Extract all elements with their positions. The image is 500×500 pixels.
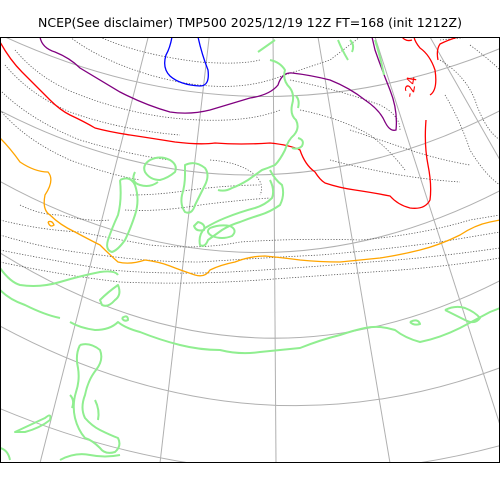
coastlines bbox=[0, 39, 500, 461]
coastline-hudson bbox=[106, 177, 139, 253]
coastline-islands bbox=[193, 221, 236, 239]
coastline-sw bbox=[0, 447, 11, 461]
isotherm-orange bbox=[0, 137, 500, 277]
isotherm-red-north bbox=[436, 37, 459, 61]
isotherm-blue bbox=[164, 37, 209, 87]
latitude-line bbox=[3, 37, 500, 97]
longitude-line bbox=[429, 37, 500, 161]
isotherm-dotted bbox=[439, 59, 500, 141]
isotherm-dotted bbox=[0, 247, 500, 274]
isotherm-dotted bbox=[69, 37, 361, 87]
isotherm-dotted bbox=[0, 109, 141, 181]
coastline-okhotsk bbox=[59, 394, 121, 461]
isotherm-purple bbox=[39, 37, 398, 131]
latitude-line bbox=[0, 408, 500, 463]
isotherm-dotted bbox=[349, 129, 471, 166]
longitude-line bbox=[317, 37, 391, 463]
longitude-line bbox=[272, 37, 277, 463]
isotherm-dotted bbox=[129, 184, 261, 196]
isotherm-dotted bbox=[289, 79, 401, 131]
isotherm-dotted bbox=[0, 214, 500, 248]
coastline-labrador bbox=[180, 162, 209, 214]
coastline-alaska-south bbox=[99, 284, 121, 307]
coastline-taymyr bbox=[444, 305, 481, 324]
isotherm-dotted bbox=[329, 159, 461, 183]
isotherm-orange-fragment bbox=[47, 220, 55, 227]
isotherm-dotted bbox=[209, 159, 263, 196]
coastline-greenland bbox=[217, 39, 304, 192]
latitude-line bbox=[0, 110, 500, 176]
isotherm-dotted bbox=[0, 89, 171, 161]
latitude-line bbox=[0, 325, 500, 407]
isotherm-dotted bbox=[299, 109, 406, 171]
isotherm-dotted bbox=[444, 94, 500, 186]
map-panel: -24 bbox=[0, 37, 500, 463]
latitude-line bbox=[0, 180, 500, 254]
coastline-alaska-north bbox=[0, 267, 119, 319]
isotherm-dotted bbox=[99, 37, 261, 64]
map-title: NCEP(See disclaimer) TMP500 2025/12/19 1… bbox=[38, 15, 462, 30]
coastline-svalbard bbox=[337, 39, 385, 76]
isotherm-dotted bbox=[0, 257, 500, 284]
isotherms-dotted bbox=[0, 37, 500, 284]
isotherm-dotted bbox=[0, 231, 500, 263]
longitude-line bbox=[39, 37, 149, 463]
longitude-line bbox=[159, 37, 210, 463]
coastline-siberia bbox=[69, 307, 500, 355]
graticule bbox=[0, 37, 500, 463]
longitude-line bbox=[374, 37, 500, 426]
coastline-ellesmere bbox=[198, 169, 285, 247]
isotherm-dotted bbox=[4, 64, 181, 136]
coastline-japan bbox=[14, 414, 52, 433]
coastline-baffin bbox=[132, 156, 177, 187]
isotherm-dotted bbox=[124, 197, 271, 211]
isotherm-dotted bbox=[14, 49, 281, 121]
coastline-small-island bbox=[121, 315, 421, 326]
isotherm-dotted bbox=[19, 204, 111, 221]
isotherm-dotted bbox=[469, 44, 500, 71]
coastline-kamchatka bbox=[72, 343, 121, 454]
contour-label: -24 bbox=[402, 75, 420, 99]
